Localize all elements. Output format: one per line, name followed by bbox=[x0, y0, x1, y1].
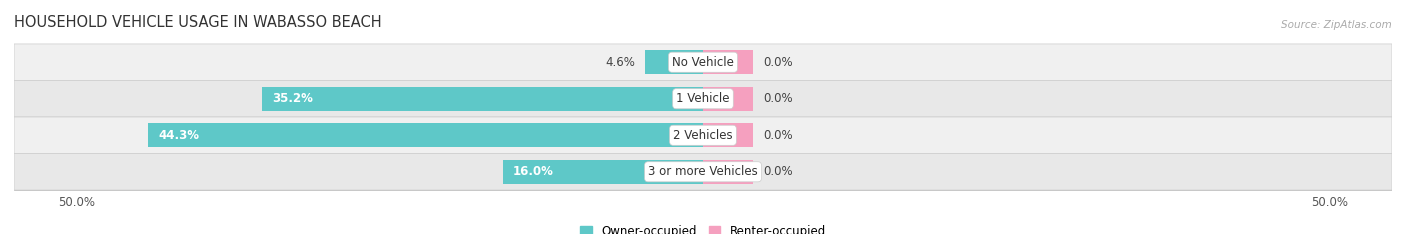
Text: 0.0%: 0.0% bbox=[763, 165, 793, 178]
Bar bbox=[148, 123, 703, 147]
Text: 16.0%: 16.0% bbox=[513, 165, 554, 178]
Text: 0.0%: 0.0% bbox=[763, 92, 793, 105]
Bar bbox=[703, 123, 754, 147]
Text: Source: ZipAtlas.com: Source: ZipAtlas.com bbox=[1281, 20, 1392, 30]
FancyBboxPatch shape bbox=[14, 80, 1392, 117]
Text: No Vehicle: No Vehicle bbox=[672, 56, 734, 69]
Text: 44.3%: 44.3% bbox=[157, 129, 200, 142]
FancyBboxPatch shape bbox=[14, 154, 1392, 190]
Bar bbox=[703, 87, 754, 111]
FancyBboxPatch shape bbox=[14, 117, 1392, 154]
Bar bbox=[502, 160, 703, 184]
Bar bbox=[645, 50, 703, 74]
Bar bbox=[703, 160, 754, 184]
FancyBboxPatch shape bbox=[14, 44, 1392, 80]
Legend: Owner-occupied, Renter-occupied: Owner-occupied, Renter-occupied bbox=[575, 220, 831, 234]
Text: 0.0%: 0.0% bbox=[763, 129, 793, 142]
Text: 3 or more Vehicles: 3 or more Vehicles bbox=[648, 165, 758, 178]
Text: 4.6%: 4.6% bbox=[606, 56, 636, 69]
Bar bbox=[262, 87, 703, 111]
Bar bbox=[703, 50, 754, 74]
Text: 35.2%: 35.2% bbox=[273, 92, 314, 105]
Text: 2 Vehicles: 2 Vehicles bbox=[673, 129, 733, 142]
Text: 1 Vehicle: 1 Vehicle bbox=[676, 92, 730, 105]
Text: HOUSEHOLD VEHICLE USAGE IN WABASSO BEACH: HOUSEHOLD VEHICLE USAGE IN WABASSO BEACH bbox=[14, 15, 381, 30]
Text: 0.0%: 0.0% bbox=[763, 56, 793, 69]
